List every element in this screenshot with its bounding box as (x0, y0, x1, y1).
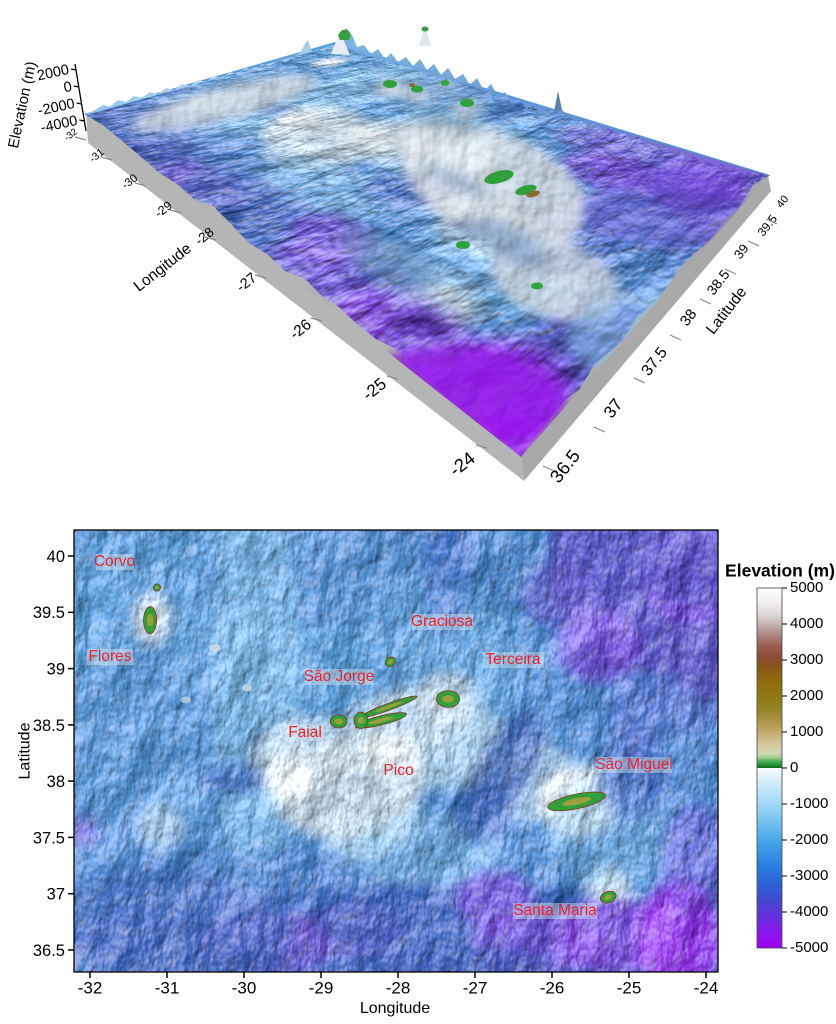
svg-text:-27: -27 (463, 978, 488, 997)
svg-text:Longitude: Longitude (131, 240, 195, 295)
svg-text:-30: -30 (232, 978, 257, 997)
svg-text:36.5: 36.5 (545, 445, 584, 486)
svg-text:Elevation (m): Elevation (m) (5, 60, 40, 150)
svg-text:Santa Maria: Santa Maria (513, 902, 597, 919)
svg-text:-25: -25 (617, 978, 642, 997)
svg-text:Pico: Pico (383, 762, 413, 779)
svg-text:-24: -24 (694, 978, 719, 997)
svg-text:3000: 3000 (790, 651, 823, 668)
svg-text:36.5: 36.5 (33, 942, 65, 960)
svg-text:São Miguel: São Miguel (595, 756, 673, 773)
svg-text:39.5: 39.5 (755, 212, 781, 239)
svg-text:-29: -29 (309, 978, 334, 997)
svg-text:Latitude: Latitude (17, 722, 34, 779)
svg-text:40: 40 (774, 193, 791, 210)
svg-text:37: 37 (47, 886, 65, 904)
svg-text:37.5: 37.5 (33, 829, 65, 847)
svg-text:37: 37 (600, 395, 627, 422)
svg-text:-26: -26 (287, 316, 315, 343)
svg-text:-5000: -5000 (790, 939, 828, 956)
svg-text:2000: 2000 (790, 687, 823, 704)
svg-text:39: 39 (47, 660, 65, 678)
svg-text:Longitude: Longitude (360, 1000, 430, 1017)
svg-text:38.5: 38.5 (33, 717, 65, 735)
svg-text:-2000: -2000 (37, 96, 77, 119)
svg-text:São Jorge: São Jorge (304, 668, 375, 685)
svg-text:Graciosa: Graciosa (411, 613, 473, 630)
svg-text:-4000: -4000 (39, 113, 79, 136)
svg-text:5000: 5000 (790, 579, 823, 596)
svg-text:0: 0 (790, 759, 798, 776)
svg-text:-24: -24 (445, 447, 479, 480)
svg-text:Elevation (m): Elevation (m) (725, 561, 835, 581)
svg-text:-31: -31 (155, 978, 180, 997)
svg-text:-25: -25 (359, 374, 390, 404)
svg-text:37.5: 37.5 (638, 344, 671, 379)
svg-text:0: 0 (62, 79, 73, 96)
svg-text:2000: 2000 (36, 62, 71, 84)
svg-text:Terceira: Terceira (485, 651, 541, 668)
svg-text:38: 38 (677, 306, 701, 330)
svg-text:-1000: -1000 (790, 795, 828, 812)
svg-text:-26: -26 (540, 978, 565, 997)
svg-text:-2000: -2000 (790, 831, 828, 848)
svg-text:1000: 1000 (790, 723, 823, 740)
svg-text:-27: -27 (234, 270, 260, 296)
svg-text:Flores: Flores (88, 648, 131, 665)
svg-text:39.5: 39.5 (33, 604, 65, 622)
svg-text:40: 40 (47, 548, 65, 566)
svg-text:-28: -28 (386, 978, 411, 997)
svg-text:Faial: Faial (288, 724, 322, 741)
svg-text:-32: -32 (78, 978, 103, 997)
svg-text:38: 38 (47, 773, 65, 791)
svg-text:-4000: -4000 (790, 903, 828, 920)
svg-text:39: 39 (731, 241, 752, 262)
svg-text:Corvo: Corvo (94, 553, 135, 570)
svg-text:4000: 4000 (790, 615, 823, 632)
svg-text:-3000: -3000 (790, 867, 828, 884)
